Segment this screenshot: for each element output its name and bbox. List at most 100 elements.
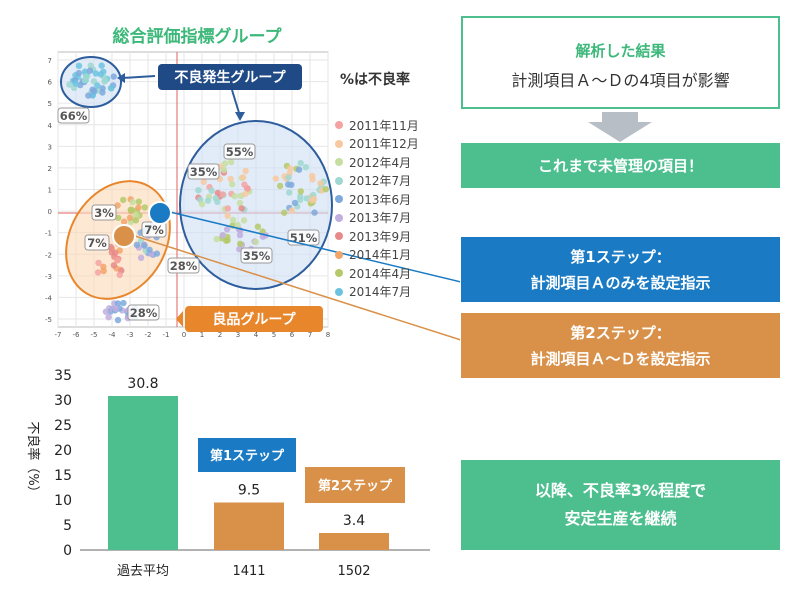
scatter-point — [287, 165, 294, 172]
bar-chart: 不良率（%） 0 5 10 15 20 25 30 35 30.8 過去平均 9.5 1411 3.4 1… — [25, 368, 430, 579]
legend-dot-icon — [335, 287, 343, 296]
scatter-point — [214, 198, 221, 206]
scatter-point — [114, 257, 121, 264]
final-box: 以降、不良率3%程度で 安定生産を継続 — [461, 460, 780, 550]
legend-dot-icon — [335, 121, 343, 130]
y-tick-label: -2 — [45, 251, 52, 259]
scatter-point — [228, 158, 235, 166]
scatter-point — [114, 300, 122, 307]
scatter-point — [195, 187, 202, 194]
x-tick-label: 8 — [326, 331, 330, 339]
y-tick-label: 4 — [48, 122, 53, 130]
y-tick-label: -5 — [45, 316, 52, 324]
legend-label: 2014年7月 — [349, 285, 412, 300]
legend-label: 2012年4月 — [349, 155, 412, 170]
bar-y-tick-label: 0 — [63, 543, 72, 559]
bar-value-label: 3.4 — [343, 513, 365, 529]
legend-item: 2013年9月 — [335, 227, 419, 246]
legend-dot-icon — [335, 250, 343, 259]
pct-labels: 66% 55% 35% 35% 51% 3% 7% 7% 28% 28% — [57, 107, 320, 321]
scatter-point — [285, 181, 292, 188]
scatter-point — [214, 189, 221, 197]
bar-y-tick-label: 35 — [54, 368, 72, 384]
bar-value-label: 9.5 — [238, 483, 260, 499]
good-group-label: 良品グループ — [212, 311, 296, 328]
legend-item: 2014年1月 — [335, 246, 419, 265]
pct-label: 66% — [60, 109, 88, 123]
y-tick-label: 7 — [48, 57, 52, 65]
bar-y-tick-label: 20 — [54, 443, 72, 459]
bar-y-tick-label: 25 — [54, 418, 72, 434]
scatter-point — [112, 249, 119, 256]
scatter-point — [135, 204, 142, 211]
scatter-point — [105, 314, 112, 321]
bar-annotation-label: 第2ステップ — [318, 478, 393, 494]
scatter-point — [200, 178, 207, 185]
scatter-point — [66, 81, 73, 88]
x-tick-label: -1 — [163, 331, 170, 339]
scatter-point — [126, 214, 134, 221]
x-tick-label: 7 — [308, 331, 312, 339]
y-tick-label: 6 — [48, 79, 53, 87]
step1-box: 第1ステップ： 計測項目Ａのみを設定指示 — [461, 237, 780, 302]
bad-group-arrowhead — [235, 112, 245, 121]
scatter-point — [297, 188, 304, 195]
bar — [108, 396, 178, 550]
bar-chart-ylabel: 不良率（%） — [25, 421, 41, 498]
scatter-point — [198, 200, 206, 208]
legend-dot-icon — [335, 232, 343, 241]
pct-label: 3% — [94, 206, 114, 220]
scatter-point — [224, 205, 232, 212]
legend-item: 2013年6月 — [335, 190, 419, 209]
scatter-point — [239, 174, 247, 181]
scatter-point — [285, 174, 292, 181]
step1-marker — [148, 201, 172, 225]
y-tick-label: 0 — [48, 208, 52, 216]
scatter-point — [322, 186, 329, 193]
scatter-point — [288, 207, 296, 214]
legend-item: 2013年7月 — [335, 209, 419, 228]
legend-label: 2011年12月 — [349, 137, 419, 152]
scatter-point — [254, 223, 262, 230]
scatter-point — [213, 235, 220, 243]
scatter-point — [229, 216, 237, 224]
scatter-point — [241, 181, 248, 188]
scatter-point — [295, 166, 303, 173]
bar — [319, 533, 389, 550]
pct-label: 28% — [130, 306, 158, 320]
x-tick-label: -5 — [91, 331, 98, 339]
good-group-label-box — [185, 306, 323, 332]
scatter-point — [116, 271, 123, 278]
legend-label: 2011年11月 — [349, 118, 419, 133]
step2-connector — [134, 235, 460, 341]
bad-group-arrow-left — [121, 75, 156, 79]
scatter-point — [242, 167, 249, 175]
scatter-point — [94, 82, 101, 89]
bar-annotation-box — [305, 467, 405, 503]
bar-category-label: 1411 — [232, 564, 265, 579]
scatter-point — [221, 160, 229, 167]
scatter-point — [141, 242, 148, 249]
scatter-point — [236, 199, 244, 207]
pct-label-box — [91, 204, 117, 221]
scatter-point — [223, 237, 230, 244]
legend-label: 2013年9月 — [349, 229, 412, 244]
scatter-point — [272, 175, 279, 182]
scatter-point — [72, 80, 80, 87]
scatter-point — [220, 166, 228, 173]
y-tick-label: 3 — [48, 143, 52, 151]
pct-label-box — [187, 163, 220, 180]
axis-ticks: -7 -6 -5 -4 -3 -2 -1 0 1 2 3 4 5 6 7 8 7 6 5 4 3 2 1 0 -1 -2 -3 -4 -… — [45, 57, 330, 339]
scatter-point — [204, 197, 212, 204]
scatter-point — [99, 89, 106, 96]
bad-group-arrow — [231, 89, 241, 117]
scatter-point — [237, 240, 244, 247]
scatter-point — [85, 92, 92, 99]
legend-label: 2013年7月 — [349, 211, 412, 226]
scatter-point — [297, 159, 304, 167]
scatter-point — [146, 246, 153, 253]
scatter-point — [132, 217, 140, 224]
scatter-point — [229, 181, 236, 188]
pct-note: %は不良率 — [340, 72, 411, 88]
pct-label: 55% — [226, 145, 254, 159]
